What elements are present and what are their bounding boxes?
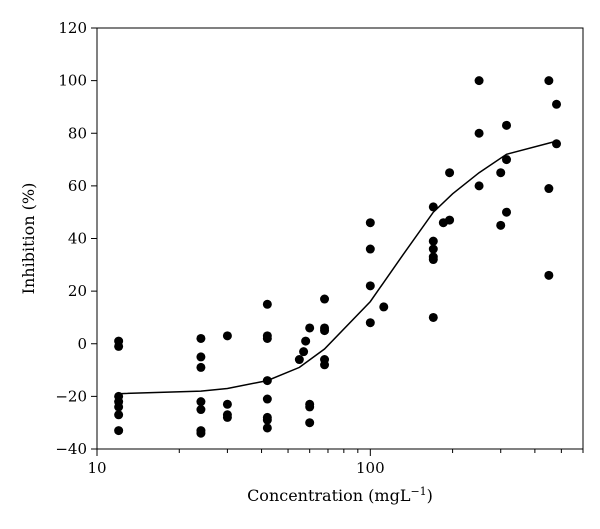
plot-frame [96,27,584,450]
data-point [196,397,206,407]
data-point [262,333,272,343]
data-point [428,255,438,265]
y-tick-label: 20 [68,282,87,300]
data-point [114,426,124,436]
data-point [262,376,272,386]
data-point [262,299,272,309]
data-point [552,99,562,109]
data-point [305,418,315,428]
data-point [114,410,124,420]
y-tick-label: −20 [55,387,87,405]
data-point [428,202,438,212]
data-point [445,215,455,225]
data-point [294,355,304,365]
fit-line [118,140,557,395]
y-tick-label: 0 [77,335,87,353]
data-point [262,423,272,433]
x-tick-label: 10 [87,459,106,477]
data-point [262,394,272,404]
data-point [428,312,438,322]
data-point [474,128,484,138]
data-point [365,281,375,291]
y-axis: −40 −20 0 20 40 60 80 100 120 [55,19,97,458]
data-point [320,294,330,304]
data-point [320,326,330,336]
y-tick-label: 40 [68,230,87,248]
data-point [496,168,506,178]
data-point [502,207,512,217]
plot-area [96,27,584,450]
data-point [474,76,484,86]
y-axis-title: Inhibition (%) [19,183,38,295]
data-point [365,218,375,228]
data-point [474,181,484,191]
data-point [320,360,330,370]
data-point [428,236,438,246]
data-point [196,333,206,343]
data-point [222,331,232,341]
y-tick-label: 120 [58,19,87,37]
data-point [365,318,375,328]
data-point [305,402,315,412]
y-tick-label: −40 [55,440,87,458]
x-axis-title: Concentration (mgL−1) [247,485,433,506]
data-point [379,302,389,312]
data-point [552,139,562,149]
y-tick-label: 100 [58,72,87,90]
data-point [428,244,438,254]
data-point [196,362,206,372]
data-point [365,244,375,254]
x-axis-title-main: Concentration (mgL [247,486,411,505]
data-point [445,168,455,178]
data-point [544,184,554,194]
data-point [305,323,315,333]
x-axis-title-close: ) [427,486,433,505]
scatter-points [114,76,562,438]
data-point [114,402,124,412]
data-point [222,412,232,422]
data-point [502,120,512,130]
data-point [196,352,206,362]
y-tick-label: 60 [68,177,87,195]
data-point [196,428,206,438]
x-axis: 10 100 [87,449,584,477]
data-point [299,347,309,357]
data-point [301,336,311,346]
data-point [222,399,232,409]
y-tick-label: 80 [68,124,87,142]
data-point [544,76,554,86]
data-point [262,415,272,425]
data-point [196,405,206,415]
data-point [114,341,124,351]
x-axis-title-superscript: −1 [410,485,426,498]
data-point [502,155,512,165]
x-tick-label: 100 [356,459,385,477]
data-point [544,270,554,280]
data-point [496,220,506,230]
